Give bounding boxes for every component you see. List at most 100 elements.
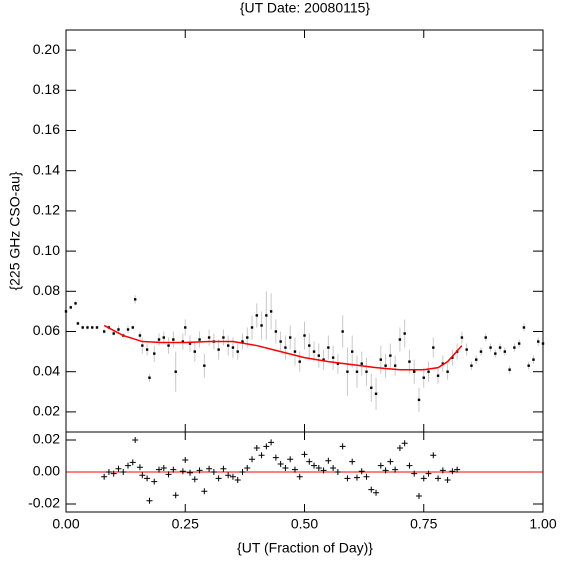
y-tick-label: 0.02 — [33, 403, 60, 419]
residual-point — [287, 456, 294, 463]
y-tick-label: -0.02 — [28, 495, 60, 511]
residual-point — [311, 462, 318, 469]
residual-point — [377, 462, 384, 469]
data-point — [355, 370, 359, 373]
residual-point — [401, 440, 408, 447]
y-tick-label: 0.12 — [33, 202, 60, 218]
residual-point — [115, 465, 122, 472]
data-point — [241, 340, 244, 343]
data-point — [293, 350, 297, 353]
data-point — [231, 346, 235, 349]
data-point — [131, 326, 134, 329]
x-tick-label: 1.00 — [529, 516, 556, 532]
data-point — [384, 364, 387, 367]
residual-point — [334, 469, 341, 475]
data-point — [76, 322, 80, 325]
data-point — [260, 324, 263, 327]
residual-point — [430, 452, 437, 459]
data-point — [479, 350, 483, 353]
x-tick-label: 0.50 — [291, 516, 318, 532]
data-point — [91, 326, 94, 329]
data-point — [203, 364, 206, 367]
data-point — [417, 398, 421, 402]
residual-point — [239, 469, 246, 475]
plot-frame — [65, 431, 544, 513]
y-tick-label: 0.14 — [33, 161, 60, 177]
data-point — [389, 354, 392, 357]
data-point — [465, 348, 468, 351]
data-point — [207, 336, 211, 339]
residual-point — [210, 469, 217, 475]
data-point — [288, 336, 292, 339]
data-point — [181, 340, 185, 343]
data-point — [498, 346, 502, 349]
data-point — [346, 370, 349, 373]
data-point — [141, 344, 144, 347]
y-tick-label: 0.20 — [33, 41, 60, 57]
data-point — [246, 336, 249, 339]
residual-point — [449, 468, 456, 475]
data-point — [265, 314, 268, 317]
residual-point — [105, 469, 112, 475]
residual-point — [156, 466, 163, 473]
data-point — [365, 370, 368, 373]
residual-point — [263, 443, 270, 450]
residual-point — [382, 467, 389, 474]
data-point — [274, 330, 278, 333]
residual-point — [229, 473, 236, 480]
data-point — [184, 326, 187, 329]
residual-point — [160, 465, 167, 471]
data-point — [503, 350, 507, 353]
residual-point — [301, 451, 308, 458]
data-point — [303, 334, 306, 337]
data-point — [167, 344, 170, 347]
chart-title: {UT Date: 20080115} — [240, 0, 371, 16]
data-point — [188, 342, 192, 345]
data-point — [446, 370, 449, 373]
residual-point — [187, 469, 194, 476]
residual-point — [125, 462, 132, 469]
data-point — [138, 334, 142, 337]
residual-point — [101, 473, 108, 480]
data-point — [484, 336, 487, 339]
data-point — [413, 370, 416, 373]
residual-point — [220, 465, 227, 472]
data-point — [336, 362, 340, 365]
residual-point — [120, 469, 127, 475]
residual-point — [225, 472, 232, 479]
data-point — [172, 338, 175, 341]
residual-point — [339, 443, 346, 450]
fit-line — [103, 324, 463, 371]
residual-point — [215, 475, 222, 482]
residual-point — [325, 457, 332, 464]
residual-point — [344, 475, 351, 482]
residual-point — [387, 458, 394, 465]
data-point — [436, 374, 440, 377]
x-tick-label: 0.75 — [410, 516, 437, 532]
residual-point — [411, 470, 418, 477]
data-point — [351, 350, 354, 353]
data-point — [460, 336, 464, 339]
data-point — [513, 346, 516, 349]
data-point — [532, 358, 535, 361]
data-point — [517, 342, 521, 345]
residual-point — [373, 489, 380, 496]
data-point — [279, 340, 282, 343]
residual-point — [206, 465, 213, 472]
data-point — [322, 358, 325, 361]
data-point — [162, 336, 165, 339]
residual-point — [253, 445, 260, 451]
y-tick-label: 0.06 — [33, 322, 60, 338]
data-point — [489, 346, 492, 349]
data-point — [69, 306, 72, 309]
data-point — [308, 344, 311, 347]
data-point — [81, 326, 84, 329]
data-point — [226, 344, 230, 347]
data-point — [508, 368, 511, 371]
data-point — [527, 364, 530, 367]
plot-frame — [65, 29, 544, 433]
residual-point — [244, 465, 251, 471]
residual-point — [353, 474, 360, 481]
residual-point — [420, 475, 427, 482]
